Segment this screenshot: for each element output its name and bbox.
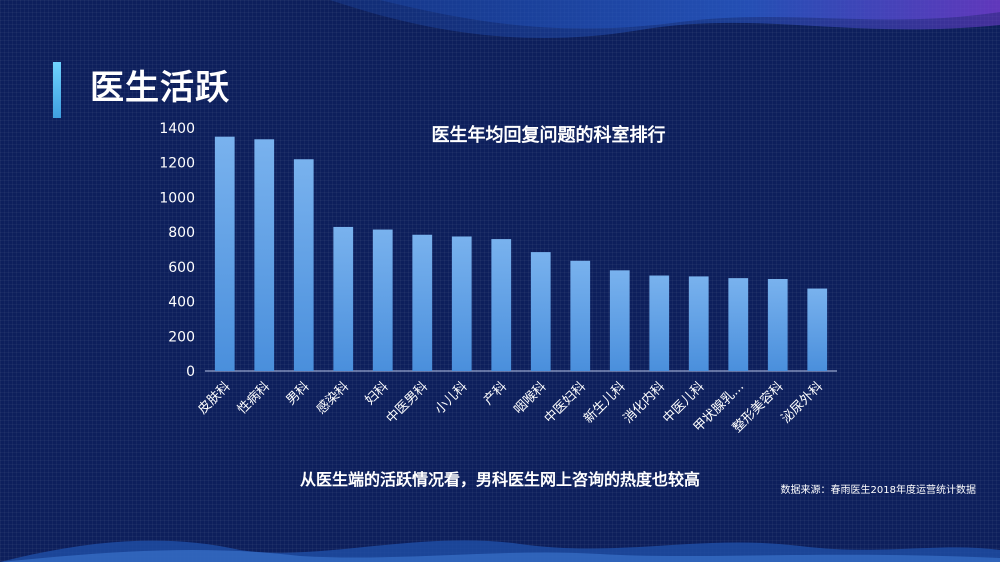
bar <box>649 275 670 371</box>
bar <box>451 236 472 371</box>
bar <box>570 260 591 371</box>
x-tick-label: 小儿科 <box>432 379 470 417</box>
bar <box>293 159 314 371</box>
x-tick-label: 皮肤科 <box>195 379 233 417</box>
y-tick-label: 1200 <box>159 156 195 172</box>
bar <box>767 279 788 371</box>
bar <box>807 288 828 371</box>
summary-text: 从医生端的活跃情况看，男科医生网上咨询的热度也较高 <box>299 470 700 489</box>
y-tick-label: 1400 <box>159 121 195 137</box>
x-tick-label: 消化内科 <box>620 379 668 427</box>
x-tick-label: 新生儿科 <box>580 379 628 427</box>
x-tick-label: 感染科 <box>313 379 352 418</box>
bar <box>214 136 235 371</box>
x-tick-label: 中医妇科 <box>541 379 589 427</box>
x-tick-label: 中医男科 <box>384 379 431 426</box>
x-tick-label: 男科 <box>284 379 313 408</box>
y-tick-label: 0 <box>186 364 195 380</box>
bar <box>688 276 709 371</box>
y-tick-label: 200 <box>168 329 195 345</box>
decorative-wave-bottom <box>0 540 1000 562</box>
bar <box>333 226 354 371</box>
source-note: 数据来源：春雨医生2018年度运营统计数据 <box>780 485 976 496</box>
y-tick-label: 400 <box>168 295 195 311</box>
y-tick-label: 1000 <box>159 190 195 206</box>
bar <box>530 252 551 371</box>
bar <box>728 278 749 371</box>
x-tick-label: 性病科 <box>235 379 273 417</box>
page-title: 医生活跃 <box>90 68 230 108</box>
bar <box>412 234 433 371</box>
x-tick-label: 咽喉科 <box>511 379 549 417</box>
decorative-wave-top <box>330 0 1000 39</box>
y-tick-label: 600 <box>168 260 195 276</box>
chart-title: 医生年均回复问题的科室排行 <box>431 125 666 146</box>
bar <box>491 239 512 371</box>
x-tick-label: 泌尿外科 <box>779 379 826 426</box>
title-accent-bar <box>53 62 61 118</box>
x-tick-label: 妇科 <box>362 379 392 409</box>
x-tick-label: 产科 <box>481 379 510 408</box>
bar <box>254 139 275 371</box>
bar <box>372 229 393 371</box>
bar <box>609 270 630 371</box>
y-tick-label: 800 <box>168 225 195 241</box>
